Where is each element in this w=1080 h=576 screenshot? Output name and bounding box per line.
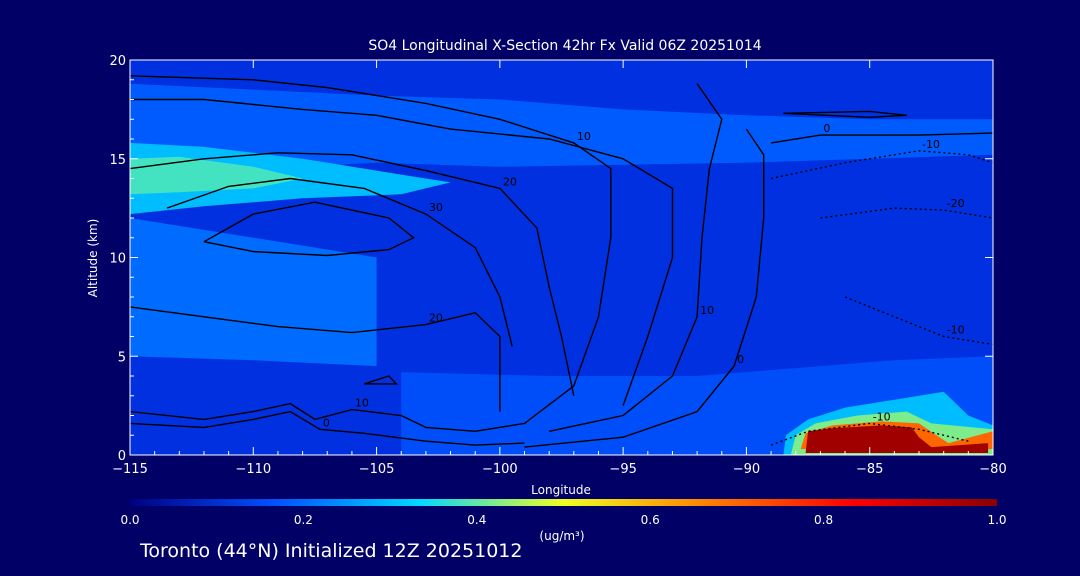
x-tick-label: −90 — [733, 462, 760, 477]
contour-line — [783, 110, 907, 119]
contour-line — [203, 201, 415, 257]
contour-line — [130, 152, 575, 396]
y-tick-label: 0 — [118, 449, 126, 464]
colorbar-tick-label: 0.0 — [120, 513, 139, 527]
contour-label: 0 — [737, 353, 744, 366]
contour-label: -10 — [873, 410, 891, 423]
contour-line — [130, 402, 525, 433]
contour-label: -10 — [922, 138, 940, 151]
contour-line — [166, 177, 513, 347]
contour-label: 20 — [503, 175, 517, 188]
x-tick-label: −95 — [609, 462, 636, 477]
contour-line — [770, 150, 993, 180]
fill-region-plume-core — [805, 425, 989, 453]
colorbar-tick-label: 0.4 — [467, 513, 486, 527]
concentration-fill — [130, 83, 993, 455]
y-tick-label: 5 — [118, 350, 126, 365]
contour-label: 10 — [355, 397, 369, 410]
contour-line — [130, 410, 525, 446]
colorbar: 0.0 0.2 0.4 0.6 0.8 1.0 (ug/m³) — [120, 499, 1007, 543]
y-axis-label: Altitude (km) — [86, 219, 100, 298]
chart-title: SO4 Longitudinal X-Section 42hr Fx Valid… — [368, 38, 761, 54]
fill-region-upper-left-core — [130, 156, 303, 195]
contour-line — [363, 375, 398, 385]
footer-caption: Toronto (44°N) Initialized 12Z 20251012 — [140, 540, 523, 562]
contour-line — [130, 75, 612, 424]
colorbar-ticks: 0.0 0.2 0.4 0.6 0.8 1.0 — [120, 513, 1006, 527]
colorbar-tick-label: 0.2 — [294, 513, 313, 527]
contour-line — [844, 296, 993, 346]
contour-label: -10 — [947, 324, 965, 337]
contour-label: 30 — [429, 201, 443, 214]
x-tick-label: −110 — [235, 462, 271, 477]
x-axis-label: Longitude — [531, 483, 591, 497]
contour-label: 10 — [577, 130, 591, 143]
contour-label: 0 — [823, 122, 830, 135]
fill-region-upper-layer — [130, 83, 993, 189]
x-tick-label: −105 — [359, 462, 395, 477]
x-tick-label: −85 — [856, 462, 883, 477]
contour-line — [524, 128, 765, 448]
contour-line — [549, 83, 723, 432]
y-axis: 0 5 10 15 20 — [109, 54, 993, 464]
contour-label: 10 — [700, 304, 714, 317]
x-axis: −115 −110 −105 −100 −95 −90 −85 −80 — [112, 60, 1007, 477]
contour-label: 20 — [429, 312, 443, 325]
x-tick-label: −115 — [112, 462, 148, 477]
colorbar-tick-label: 0.6 — [641, 513, 660, 527]
x-tick-label: −100 — [482, 462, 518, 477]
y-tick-label: 20 — [109, 54, 126, 69]
colorbar-unit-label: (ug/m³) — [539, 529, 584, 543]
contour-line — [770, 422, 969, 446]
colorbar-tick-label: 1.0 — [987, 513, 1006, 527]
contour-label: -20 — [947, 197, 965, 210]
contour-label: 0 — [323, 416, 330, 429]
colorbar-tick-label: 0.8 — [814, 513, 833, 527]
colorbar-gradient — [130, 499, 997, 506]
y-tick-label: 15 — [109, 153, 126, 168]
contour-line — [130, 98, 674, 406]
y-tick-label: 10 — [109, 252, 126, 267]
contour-line — [770, 132, 993, 144]
x-tick-label: −80 — [979, 462, 1006, 477]
contour-line — [130, 306, 501, 412]
contour-lines: 10 20 30 20 10 0 10 0 0 -10 -20 -10 -10 — [130, 75, 993, 448]
